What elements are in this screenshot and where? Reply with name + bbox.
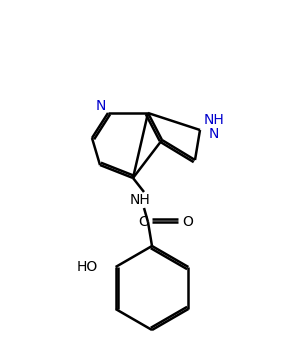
Text: N: N [209,127,219,141]
Text: N: N [96,99,106,113]
Text: NH: NH [130,193,150,207]
Text: HO: HO [76,260,98,274]
Text: NH: NH [203,113,224,127]
Text: O: O [183,215,193,229]
Text: C: C [138,215,148,229]
